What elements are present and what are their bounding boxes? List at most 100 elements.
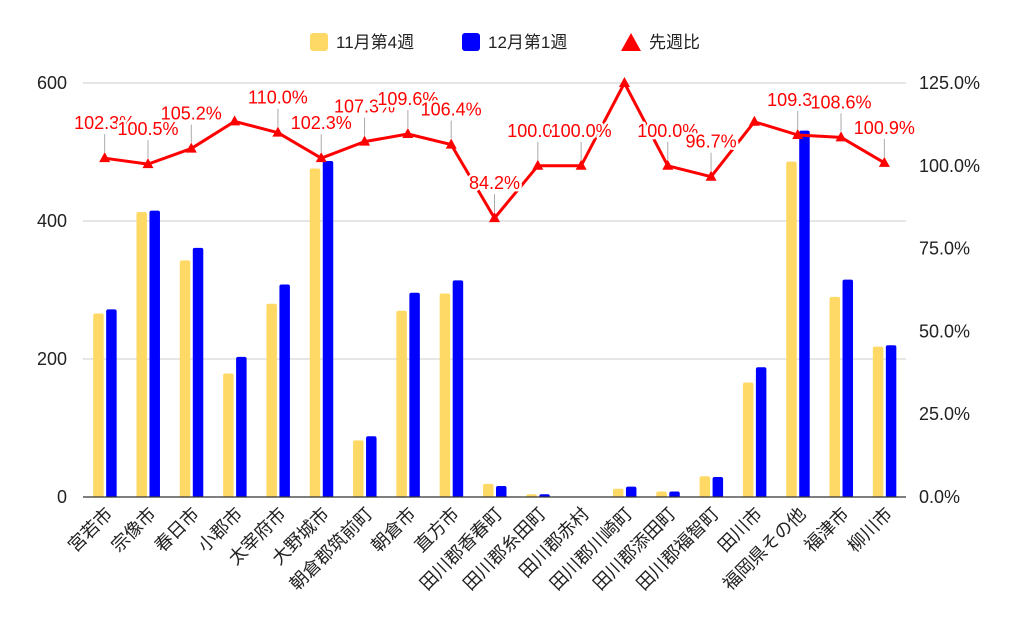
legend-swatch-red-triangle-icon [621,33,641,51]
bar-dec-week1-17 [842,279,854,497]
ratio-data-label: 96.7% [686,132,737,152]
bar-dec-week1-15 [755,367,767,497]
ratio-data-label: 100.0% [551,121,612,141]
ratio-data-label: 102.3% [291,113,352,133]
right-axis-tick-label: 0.0% [919,487,960,507]
bar-dec-week1-12 [625,486,637,497]
x-axis-category-label: 春日市 [151,504,203,556]
bar-nov-week4-8 [439,293,451,497]
bar-dec-week1-2 [192,247,204,497]
bar-dec-week1-10 [539,494,550,497]
ratio-marker-triangle-icon [532,159,544,170]
ratio-marker-triangle-icon [792,128,804,139]
ratio-data-label: 105.2% [161,104,222,124]
left-axis-tick-label: 400 [37,211,67,231]
left-axis-tick-label: 200 [37,349,67,369]
ratio-data-label: 100.5% [117,119,178,139]
bar-nov-week4-16 [786,161,797,497]
bar-nov-week4-4 [266,303,277,497]
ratio-marker-triangle-icon [748,115,760,126]
ratio-marker-triangle-icon [315,152,327,163]
ratio-data-label: 109.6% [377,89,438,109]
bar-nov-week4-14 [699,476,711,497]
legend-item-series-2: 12月第1週 [462,33,567,52]
ratio-marker-triangle-icon [835,131,847,142]
ratio-marker-triangle-icon [575,159,587,170]
bar-dec-week1-3 [236,356,247,497]
bar-nov-week4-1 [136,212,147,497]
ratio-data-label: 100.0% [637,121,698,141]
legend-label-series-2: 12月第1週 [488,33,567,52]
ratio-data-label: 110.0% [248,88,308,108]
bar-nov-week4-15 [742,382,754,497]
bar-dec-week1-13 [669,491,680,497]
x-axis-category-label: 柳川市 [844,504,896,556]
bar-nov-week4-3 [223,373,234,497]
ratio-data-label: 84.2% [469,173,520,193]
bar-dec-week1-16 [799,130,810,498]
bar-dec-week1-7 [409,292,420,497]
bar-dec-week1-9 [496,485,507,497]
x-axis-category-label: 福津市 [801,504,853,556]
ratio-marker-triangle-icon [445,138,457,149]
x-axis-category-label: 朝倉市 [367,504,419,556]
bars [93,130,897,498]
ratio-marker-triangle-icon [662,159,674,170]
legend-item-series-3: 先週比 [621,33,700,52]
ratio-data-label: 106.4% [421,100,482,120]
ratio-marker-triangle-icon [359,135,371,146]
right-axis-tick-label: 125.0% [919,73,980,93]
legend: 11月第4週 12月第1週 先週比 [310,33,700,52]
bar-nov-week4-0 [93,313,104,497]
ratio-marker-triangle-icon [878,156,890,167]
legend-label-series-1: 11月第4週 [336,33,414,52]
ratio-data-label: 109.3% [767,90,828,110]
legend-swatch-yellow-square-icon [310,33,328,51]
bar-dec-week1-5 [322,160,334,497]
x-axis-category-label: 宗像市 [107,504,159,556]
bar-dec-week1-8 [452,280,464,497]
bar-dec-week1-14 [712,476,724,497]
x-axis-tick-labels: 宮若市宗像市春日市小郡市太宰府市大野城市朝倉郡筑前町朝倉市直方市田川郡香春町田川… [64,504,896,595]
bar-nov-week4-6 [353,440,364,497]
bar-nov-week4-2 [179,260,191,497]
left-axis-tick-labels: 0 200 400 600 [37,73,67,507]
right-axis-tick-label: 100.0% [919,156,980,176]
ratio-marker-triangle-icon [142,158,154,169]
right-axis-tick-label: 25.0% [919,404,970,424]
right-axis-tick-label: 50.0% [919,321,970,341]
legend-item-series-1: 11月第4週 [310,33,414,52]
left-axis-tick-label: 0 [57,487,67,507]
bar-nov-week4-5 [309,168,321,497]
bar-nov-week4-13 [656,491,667,497]
ratio-data-label: 100.9% [854,118,915,138]
bar-nov-week4-17 [829,296,841,497]
ratio-line-series [99,77,890,223]
left-axis-tick-label: 600 [37,73,67,93]
bar-dec-week1-1 [149,210,160,497]
ratio-data-label: 108.6% [810,92,871,112]
ratio-marker-triangle-icon [229,115,241,126]
right-axis-tick-labels: 0.0% 25.0% 50.0% 75.0% 100.0% 125.0% [919,73,980,507]
ratio-marker-triangle-icon [185,142,197,153]
x-axis-category-label: 宮若市 [64,504,116,556]
ratio-marker-triangle-icon [705,170,717,181]
ratio-marker-triangle-icon [99,152,111,163]
ratio-data-label: 100.0% [507,121,568,141]
bar-nov-week4-7 [396,310,407,497]
ratio-data-labels: 102.3%100.5%105.2%110.0%102.3%107.3%109.… [72,85,917,213]
ratio-marker-triangle-icon [618,77,630,87]
legend-label-series-3: 先週比 [649,33,700,52]
bar-nov-week4-10 [526,494,537,497]
right-axis-tick-label: 75.0% [919,239,970,259]
ratio-marker-triangle-icon [402,128,414,139]
bar-dec-week1-18 [885,345,897,497]
bar-nov-week4-12 [612,488,624,497]
bar-nov-week4-18 [872,346,884,497]
bar-dec-week1-6 [366,436,377,497]
ratio-data-label: 102.3% [74,113,135,133]
bar-dec-week1-4 [279,284,290,497]
bar-nov-week4-9 [483,483,494,497]
bar-dec-week1-0 [106,309,117,497]
